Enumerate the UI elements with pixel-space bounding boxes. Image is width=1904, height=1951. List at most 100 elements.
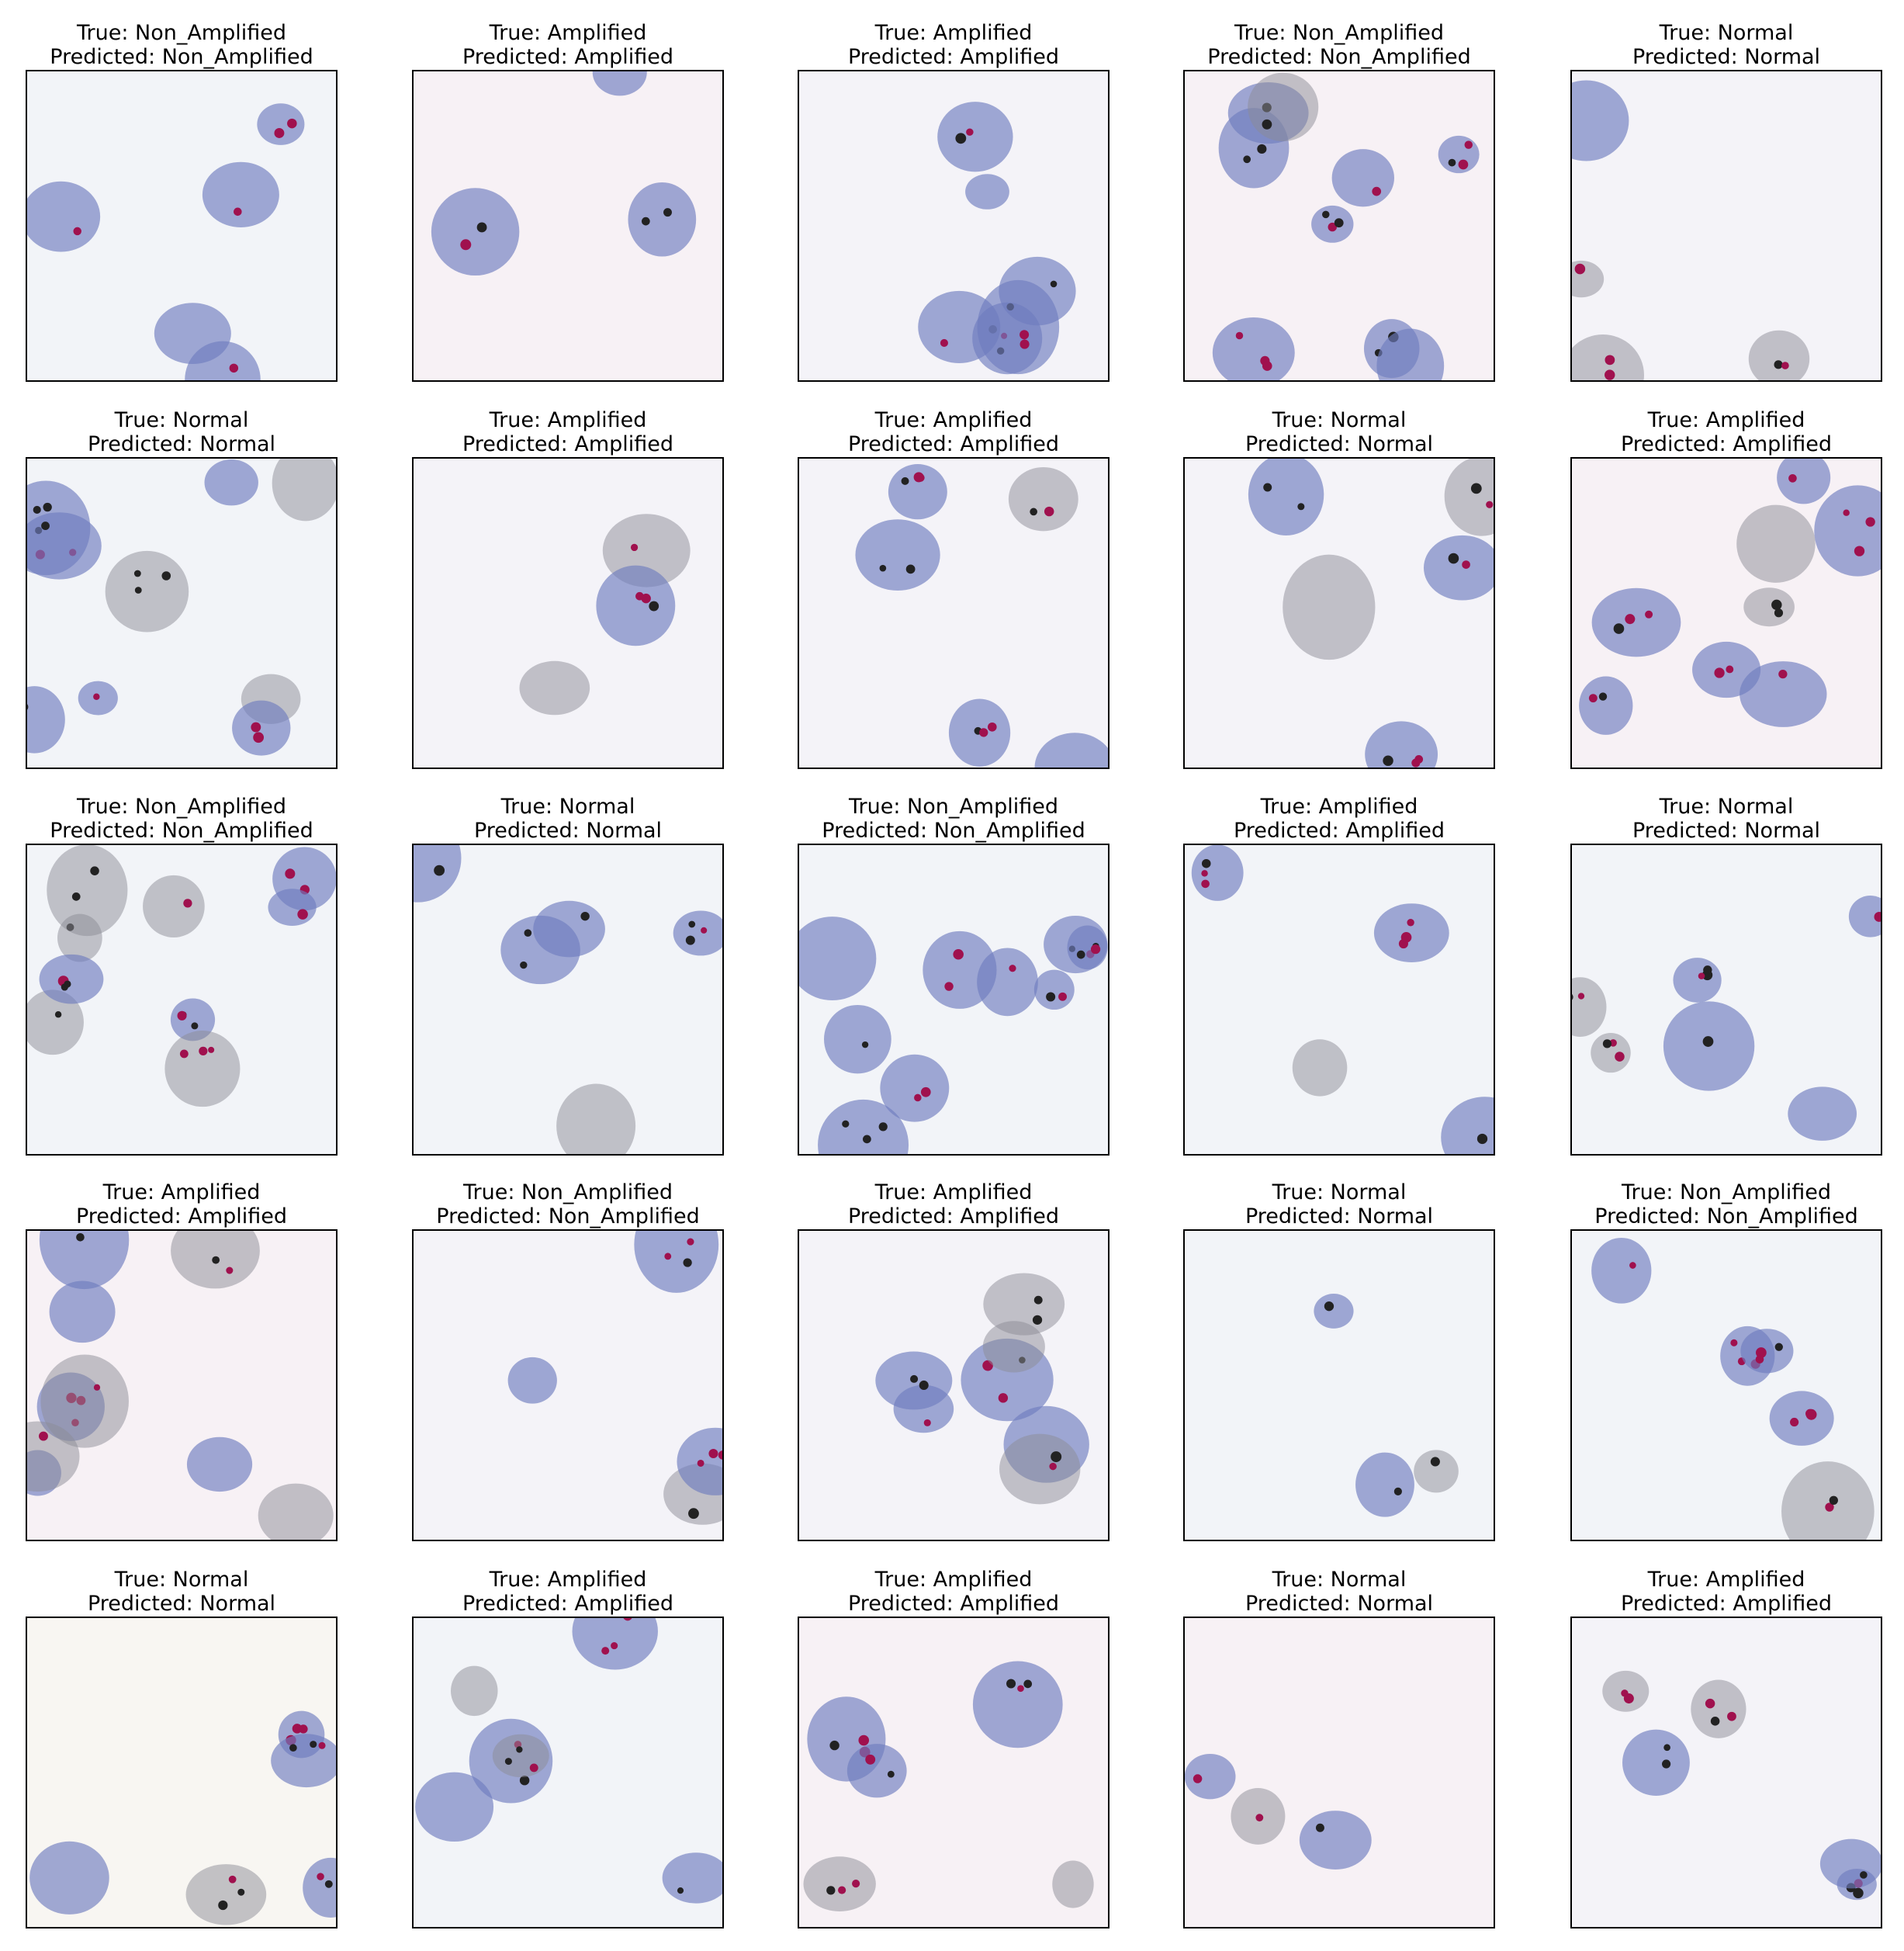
cell-nucleus — [846, 1744, 907, 1798]
cell-nucleus — [40, 1354, 129, 1448]
cell-nucleus — [1248, 72, 1319, 142]
cell-nucleus — [965, 174, 1009, 210]
signal-dot — [274, 128, 285, 138]
cell-nucleus — [1591, 1032, 1631, 1073]
cell-nucleus — [47, 844, 128, 937]
cell-nucleus — [628, 182, 697, 257]
cell-nucleus — [26, 686, 65, 754]
cell-nucleus — [164, 1031, 241, 1107]
true-label: True: Amplified — [874, 1180, 1033, 1204]
signal-dot — [310, 1741, 317, 1748]
signal-dot — [865, 1754, 876, 1765]
signal-dot — [953, 948, 964, 960]
image-frame — [26, 457, 338, 769]
signal-dot — [1730, 1339, 1738, 1346]
cell-nucleus — [855, 519, 940, 591]
cell-nucleus — [1769, 1391, 1834, 1446]
cell-nucleus — [257, 103, 305, 145]
signal-dot — [1020, 330, 1030, 340]
cell-nucleus — [1184, 1753, 1236, 1800]
signal-dot — [901, 476, 909, 485]
image-frame — [1183, 844, 1495, 1156]
signal-dot — [1774, 608, 1784, 618]
predicted-label: Predicted: Normal — [1632, 45, 1820, 69]
signal-dot — [1023, 1679, 1033, 1689]
signal-dot — [524, 929, 532, 937]
signal-dot — [905, 564, 916, 574]
signal-dot — [641, 217, 650, 226]
signal-dot — [1050, 280, 1058, 288]
signal-dot — [1315, 1823, 1324, 1832]
panel — [1571, 1230, 1881, 1540]
true-label: True: Normal — [500, 795, 635, 819]
cell-nucleus — [1622, 1729, 1690, 1796]
signal-dot — [287, 118, 297, 129]
panel — [798, 71, 1109, 381]
signal-dot — [1255, 1814, 1264, 1822]
signal-dot — [1030, 508, 1038, 516]
panel — [798, 458, 1109, 768]
signal-dot — [93, 693, 100, 700]
cell-nucleus — [1191, 844, 1244, 901]
signal-dot — [649, 601, 659, 612]
signal-dot — [1430, 1457, 1440, 1467]
cell-nucleus — [1292, 1039, 1348, 1097]
cell-nucleus — [29, 1841, 109, 1915]
cell-nucleus — [1373, 903, 1449, 962]
image-background — [413, 458, 723, 768]
cell-nucleus — [1591, 587, 1681, 657]
cell-nucleus — [1777, 458, 1831, 504]
true-label: True: Amplified — [1647, 1568, 1805, 1592]
signal-dot — [862, 1135, 871, 1144]
signal-dot — [1297, 503, 1305, 511]
signal-dot — [1076, 950, 1085, 959]
true-label: True: Amplified — [874, 1568, 1033, 1592]
signal-dot — [1476, 1133, 1488, 1145]
signal-dot — [697, 1459, 704, 1467]
signal-dot — [1017, 1685, 1024, 1693]
cell-nucleus — [1748, 330, 1810, 381]
image-background — [1184, 1230, 1494, 1540]
signal-dot — [1334, 218, 1344, 228]
image-frame — [1183, 1229, 1495, 1541]
cell-nucleus — [1438, 135, 1480, 174]
signal-dot — [1262, 119, 1272, 130]
signal-dot — [852, 1880, 860, 1888]
panel — [1571, 458, 1881, 768]
cell-nucleus — [1355, 1452, 1414, 1517]
cell-nucleus — [186, 1436, 253, 1492]
cell-nucleus — [154, 303, 231, 364]
signal-dot — [1714, 667, 1725, 678]
signal-dot — [1201, 879, 1210, 889]
signal-dot — [1006, 1679, 1016, 1689]
signal-dot — [611, 1642, 618, 1650]
signal-dot — [1705, 1698, 1715, 1709]
predicted-label: Predicted: Amplified — [848, 45, 1059, 69]
true-label: True: Amplified — [489, 1568, 647, 1592]
image-frame — [26, 1229, 338, 1541]
signal-dot — [944, 982, 954, 991]
predicted-label: Predicted: Non_Amplified — [1594, 1204, 1857, 1228]
cell-nucleus — [204, 459, 258, 506]
signal-dot — [33, 505, 41, 515]
signal-dot — [955, 133, 967, 144]
cell-nucleus — [492, 1734, 549, 1778]
signal-dot — [133, 570, 141, 577]
signal-dot — [1407, 919, 1414, 927]
signal-dot — [718, 1450, 723, 1460]
predicted-label: Predicted: Normal — [1245, 1204, 1433, 1228]
signal-dot — [1756, 1347, 1767, 1358]
cell-nucleus — [1819, 1838, 1881, 1889]
image-frame — [412, 1617, 724, 1928]
signal-dot — [580, 911, 590, 921]
cell-nucleus — [1414, 1450, 1459, 1493]
signal-dot — [434, 865, 445, 876]
cell-nucleus — [105, 550, 189, 632]
signal-dot — [1414, 755, 1424, 764]
image-frame — [1570, 70, 1882, 382]
cell-nucleus — [596, 565, 676, 646]
true-label: True: Amplified — [1647, 408, 1805, 432]
cell-nucleus — [1781, 1461, 1875, 1540]
cell-nucleus — [1212, 317, 1295, 381]
